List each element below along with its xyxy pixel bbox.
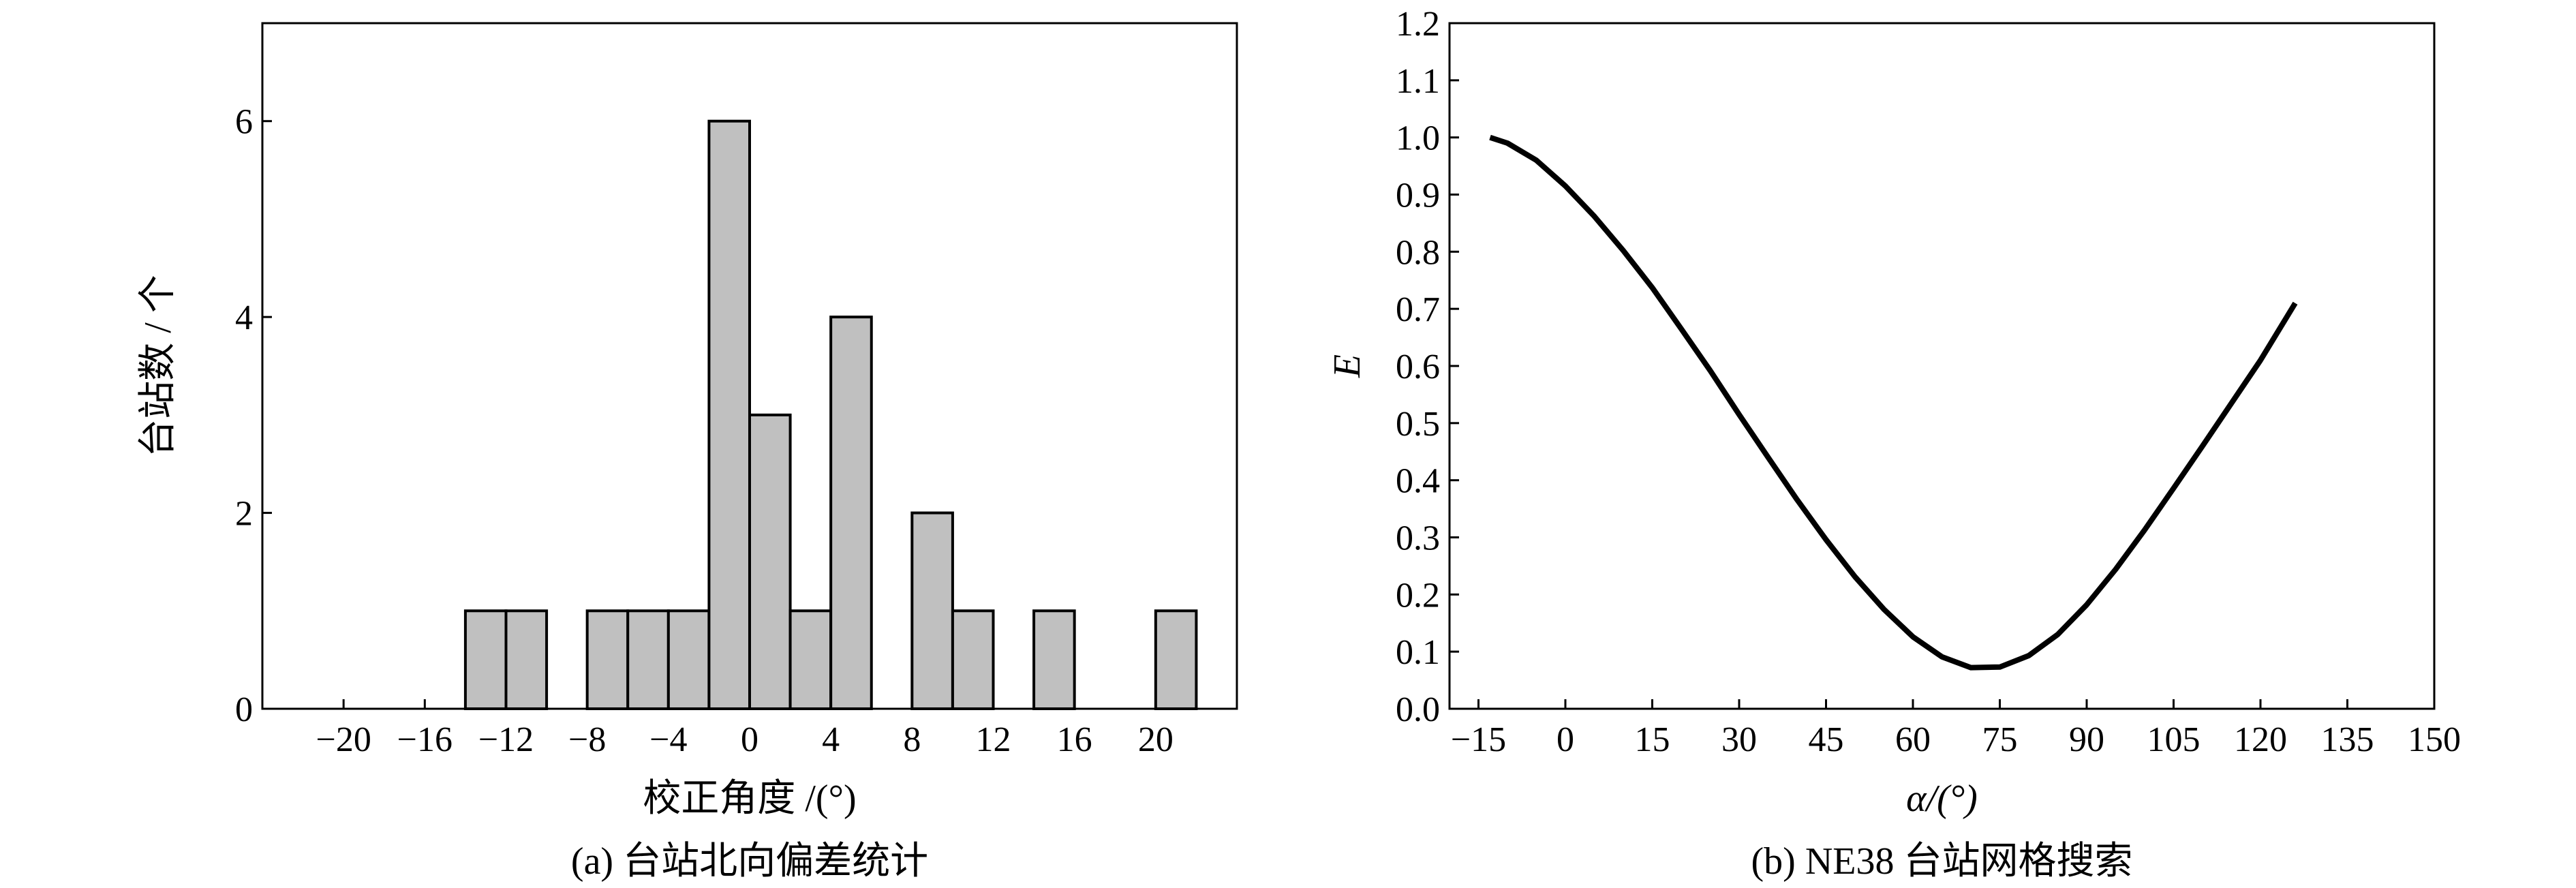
grid-search-y-axis-label: E bbox=[1326, 354, 1368, 378]
grid-search-x-tick-label: 30 bbox=[1721, 720, 1757, 759]
histogram-bar bbox=[1154, 609, 1198, 710]
histogram-bar bbox=[748, 413, 792, 710]
histogram-bar bbox=[626, 609, 670, 710]
grid-search-x-tick-label: 105 bbox=[2147, 720, 2201, 759]
grid-search-x-tick-label: 45 bbox=[1809, 720, 1844, 759]
grid-search-y-tick-label: 0.8 bbox=[1396, 233, 1440, 272]
histogram-x-tick-label: 20 bbox=[1138, 720, 1174, 759]
histogram-bar bbox=[707, 119, 751, 710]
histogram-x-tick-label: 16 bbox=[1057, 720, 1092, 759]
grid-search-y-tick-label: 1.0 bbox=[1396, 119, 1440, 158]
histogram-x-tick-label: −12 bbox=[478, 720, 534, 759]
histogram-bar bbox=[788, 609, 833, 710]
grid-search-x-tick-label: 15 bbox=[1635, 720, 1670, 759]
histogram-bar bbox=[1032, 609, 1076, 710]
histogram-bar bbox=[910, 511, 954, 710]
grid-search-caption: (b) NE38 台站网格搜索 bbox=[1751, 840, 2133, 883]
grid-search-x-tick-label: 150 bbox=[2408, 720, 2461, 759]
grid-search-x-tick-label: 135 bbox=[2321, 720, 2374, 759]
histogram-x-tick-label: −8 bbox=[568, 720, 606, 759]
histogram-bar bbox=[463, 609, 508, 710]
histogram-bar bbox=[585, 609, 630, 710]
grid-search-curve bbox=[1489, 134, 2298, 671]
grid-search-x-tick-label: 120 bbox=[2234, 720, 2287, 759]
histogram-y-tick-label: 0 bbox=[235, 690, 253, 729]
grid-search-y-tick-label: 0.5 bbox=[1396, 405, 1440, 444]
histogram-panel: −20 −16 −12 −8 −4 0 4 8 12 16 20 0 2 4 6 校正角度 /(°) 台站… bbox=[137, 22, 1238, 883]
histogram-x-tick-label: −4 bbox=[649, 720, 687, 759]
grid-search-y-tick-label: 1.1 bbox=[1396, 62, 1440, 101]
grid-search-plot-frame bbox=[1448, 22, 2436, 710]
histogram-caption: (a) 台站北向偏差统计 bbox=[571, 840, 928, 883]
histogram-x-ticks: −20 −16 −12 −8 −4 0 4 8 12 16 20 bbox=[316, 699, 1174, 759]
histogram-bar bbox=[666, 609, 711, 710]
grid-search-x-axis-label: α/(°) bbox=[1906, 778, 1978, 820]
histogram-y-ticks: 0 2 4 6 bbox=[235, 103, 272, 729]
grid-search-y-tick-label: 1.2 bbox=[1396, 5, 1440, 44]
grid-search-x-tick-label: 0 bbox=[1557, 720, 1574, 759]
histogram-x-tick-label: 8 bbox=[903, 720, 921, 759]
grid-search-panel: −15 0 15 30 45 60 75 90 105 120 135 150 0.00.10.20.… bbox=[1326, 5, 2461, 883]
histogram-y-axis-label: 台站数 / 个 bbox=[137, 275, 179, 457]
histogram-x-tick-label: 4 bbox=[822, 720, 840, 759]
grid-search-x-tick-label: 90 bbox=[2069, 720, 2104, 759]
histogram-y-tick-label: 6 bbox=[235, 103, 253, 142]
grid-search-y-tick-label: 0.6 bbox=[1396, 348, 1440, 386]
histogram-x-tick-label: −20 bbox=[316, 720, 371, 759]
histogram-x-tick-label: 12 bbox=[976, 720, 1011, 759]
grid-search-y-tick-label: 0.0 bbox=[1396, 690, 1440, 729]
grid-search-x-ticks: −15 0 15 30 45 60 75 90 105 120 135 150 bbox=[1451, 699, 2461, 759]
histogram-y-tick-label: 4 bbox=[235, 298, 253, 337]
histogram-x-tick-label: −16 bbox=[397, 720, 453, 759]
histogram-y-tick-label: 2 bbox=[235, 495, 253, 534]
grid-search-x-tick-label: 75 bbox=[1982, 720, 2018, 759]
grid-search-x-tick-label: 60 bbox=[1895, 720, 1931, 759]
histogram-bars bbox=[463, 119, 1198, 710]
grid-search-y-tick-label: 0.7 bbox=[1396, 290, 1440, 329]
histogram-bar bbox=[829, 316, 873, 710]
grid-search-y-tick-label: 0.3 bbox=[1396, 519, 1440, 558]
grid-search-y-tick-label: 0.1 bbox=[1396, 633, 1440, 672]
grid-search-y-tick-label: 0.9 bbox=[1396, 177, 1440, 215]
histogram-bar bbox=[951, 609, 995, 710]
grid-search-y-tick-label: 0.4 bbox=[1396, 462, 1440, 501]
histogram-x-tick-label: 0 bbox=[741, 720, 758, 759]
grid-search-y-ticks: 0.0 0.1 0.2 0.3 0.4 0.5 0.6 0.7 0.8 0.9 1.0 1.1 1.2 bbox=[1396, 5, 1459, 729]
histogram-x-axis-label: 校正角度 /(°) bbox=[643, 778, 856, 820]
grid-search-y-tick-label: 0.2 bbox=[1396, 576, 1440, 615]
grid-search-x-tick-label: −15 bbox=[1451, 720, 1506, 759]
histogram-bar bbox=[504, 609, 549, 710]
